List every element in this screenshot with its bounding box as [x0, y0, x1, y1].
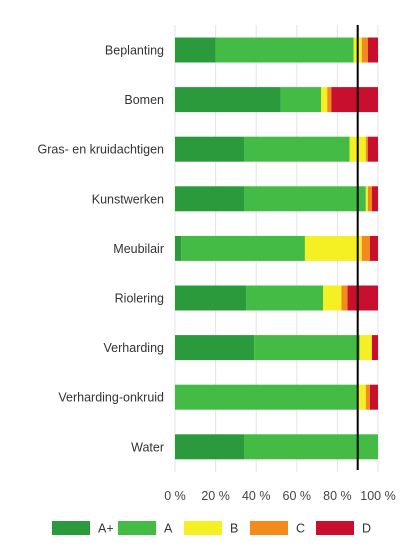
- legend-swatch: [118, 521, 156, 535]
- x-axis-ticks: 0 % 20 % 40 % 60 % 80 % 100 %: [164, 489, 396, 503]
- bar-segment-a: [244, 434, 378, 460]
- category-label: Riolering: [115, 292, 164, 306]
- bar-segment-a: [244, 186, 366, 212]
- bar-segment-aplus: [175, 434, 245, 460]
- bar-segment-d: [367, 37, 378, 63]
- bar-segment-c: [367, 186, 372, 212]
- bar-segment-b: [365, 186, 368, 212]
- bar-segment-a: [280, 87, 322, 113]
- bar-segment-aplus: [175, 136, 245, 162]
- legend-swatch: [250, 521, 288, 535]
- x-tick-label: 100 %: [360, 489, 395, 503]
- bar-segment-d: [367, 136, 378, 162]
- bar-segment-c: [341, 285, 348, 311]
- bar-segment-aplus: [175, 285, 247, 311]
- bar-segment-aplus: [175, 235, 182, 261]
- bar-segment-aplus: [175, 186, 245, 212]
- bar-segment-a: [181, 235, 305, 261]
- bar-segment-d: [371, 186, 378, 212]
- legend-label: D: [362, 522, 371, 536]
- bars: [175, 37, 378, 460]
- bar-segment-c: [361, 37, 368, 63]
- legend-label: B: [230, 522, 238, 536]
- bar-segment-aplus: [175, 87, 281, 113]
- bar-segment-aplus: [175, 335, 255, 361]
- bar-segment-a: [175, 384, 358, 410]
- legend-label: A: [164, 522, 173, 536]
- bar-segment-b: [359, 335, 372, 361]
- legend-swatch: [184, 521, 222, 535]
- bar-segment-a: [246, 285, 324, 311]
- legend-swatch: [52, 521, 90, 535]
- category-label: Water: [131, 440, 164, 454]
- x-tick-label: 20 %: [201, 489, 230, 503]
- category-label: Kunstwerken: [92, 192, 164, 206]
- bar-segment-b: [304, 235, 362, 261]
- category-label: Verharding-onkruid: [58, 391, 164, 405]
- bar-segment-d: [331, 87, 378, 113]
- bar-segment-d: [347, 285, 378, 311]
- x-tick-label: 0 %: [164, 489, 186, 503]
- bar-segment-a: [244, 136, 350, 162]
- bar-segment-c: [361, 235, 370, 261]
- bar-segment-b: [323, 285, 342, 311]
- category-label: Meubilair: [113, 242, 164, 256]
- bar-segment-a: [254, 335, 360, 361]
- bar-segment-b: [357, 384, 366, 410]
- bar-segment-c: [327, 87, 332, 113]
- bar-segment-c: [365, 384, 370, 410]
- category-label: Gras- en kruidachtigen: [38, 143, 165, 157]
- legend: A+ A B C D: [52, 521, 371, 536]
- x-tick-label: 40 %: [242, 489, 271, 503]
- bar-segment-aplus: [175, 37, 216, 63]
- x-tick-label: 60 %: [283, 489, 312, 503]
- bar-segment-d: [369, 235, 378, 261]
- x-tick-label: 80 %: [323, 489, 352, 503]
- legend-label: A+: [98, 522, 114, 536]
- bar-segment-d: [371, 335, 378, 361]
- category-label: Bomen: [124, 93, 164, 107]
- category-labels: Beplanting Bomen Gras- en kruidachtigen Kun…: [38, 44, 165, 455]
- bar-segment-d: [369, 384, 378, 410]
- legend-swatch: [316, 521, 354, 535]
- bar-segment-b: [321, 87, 328, 113]
- bar-segment-a: [215, 37, 354, 63]
- category-label: Verharding: [104, 341, 165, 355]
- legend-label: C: [296, 522, 305, 536]
- category-label: Beplanting: [105, 44, 164, 58]
- bar-segment-c: [365, 136, 368, 162]
